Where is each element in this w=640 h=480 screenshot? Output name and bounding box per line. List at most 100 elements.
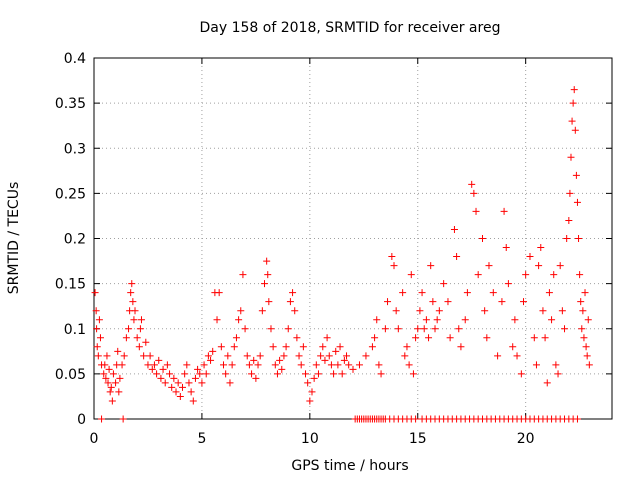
data-point: [299, 343, 307, 351]
data-point: [405, 361, 413, 369]
data-point: [338, 370, 346, 378]
data-point: [554, 370, 562, 378]
data-point: [250, 356, 258, 364]
data-point: [189, 397, 197, 405]
data-point: [345, 361, 353, 369]
data-point: [327, 361, 335, 369]
data-point: [494, 352, 502, 360]
data-point: [252, 374, 260, 382]
data-point: [198, 379, 206, 387]
data-point: [289, 289, 297, 297]
data-point: [133, 334, 141, 342]
y-tick-label: 0: [77, 412, 86, 428]
data-point: [168, 383, 176, 391]
data-point: [226, 379, 234, 387]
data-point: [114, 347, 122, 355]
data-point: [235, 316, 243, 324]
data-point: [334, 361, 342, 369]
data-point: [148, 365, 156, 373]
data-point: [563, 235, 571, 242]
x-tick-label: 20: [517, 431, 535, 447]
data-point: [362, 352, 370, 360]
data-point: [297, 361, 305, 369]
data-point: [377, 370, 385, 378]
data-point: [308, 388, 316, 396]
data-point: [500, 207, 508, 215]
data-point: [104, 379, 112, 387]
data-point: [388, 253, 396, 261]
data-point: [319, 343, 327, 351]
data-point: [321, 356, 329, 364]
data-point: [312, 361, 320, 369]
data-point: [571, 126, 579, 134]
data-point: [545, 289, 553, 297]
data-point: [403, 343, 411, 351]
data-point: [330, 370, 338, 378]
data-point: [302, 370, 310, 378]
data-point: [435, 307, 443, 315]
data-point: [100, 370, 108, 378]
data-point: [399, 289, 407, 297]
y-tick-label: 0.35: [55, 96, 86, 112]
data-point: [440, 280, 448, 288]
data-point: [558, 307, 566, 315]
data-point: [241, 325, 249, 333]
data-point: [444, 298, 452, 306]
data-point: [526, 253, 534, 261]
data-point: [373, 316, 381, 324]
zero-point: [412, 415, 420, 423]
data-point: [550, 271, 558, 279]
data-point: [409, 370, 417, 378]
data-point: [181, 370, 189, 378]
data-point: [479, 235, 486, 242]
data-point: [422, 316, 430, 324]
data-point: [401, 352, 409, 360]
data-point: [532, 361, 540, 369]
data-point: [472, 207, 480, 215]
data-point: [120, 352, 128, 360]
data-point: [429, 298, 437, 306]
data-point: [414, 325, 422, 333]
data-point: [209, 347, 217, 355]
data-point: [418, 289, 426, 297]
data-point: [106, 388, 114, 396]
data-point: [384, 298, 392, 306]
data-point: [224, 352, 232, 360]
data-point: [582, 343, 590, 351]
data-point: [155, 356, 163, 364]
data-point: [340, 356, 348, 364]
zero-point: [98, 415, 106, 423]
data-point: [433, 316, 441, 324]
data-point: [509, 343, 517, 351]
data-point: [267, 325, 275, 333]
data-point: [561, 325, 569, 333]
data-point: [332, 347, 340, 355]
data-point: [174, 379, 182, 387]
data-point: [222, 370, 230, 378]
data-point: [420, 325, 428, 333]
data-point: [271, 361, 279, 369]
data-point: [146, 352, 154, 360]
data-point: [280, 352, 288, 360]
data-point: [513, 352, 521, 360]
data-point: [570, 86, 578, 94]
data-point: [264, 271, 272, 279]
data-point: [284, 325, 292, 333]
data-point: [150, 361, 158, 369]
y-axis-label: SRMTID / TECUs: [6, 182, 22, 295]
data-point: [245, 361, 253, 369]
data-point: [269, 343, 277, 351]
y-tick-label: 0.2: [64, 232, 86, 248]
data-point: [425, 334, 433, 342]
data-point: [140, 352, 148, 360]
data-point: [95, 316, 103, 324]
data-point: [93, 343, 101, 351]
data-point: [144, 361, 152, 369]
data-point: [202, 370, 210, 378]
data-point: [112, 379, 120, 387]
y-tick-label: 0.3: [64, 141, 86, 157]
data-point: [243, 352, 251, 360]
data-point: [394, 325, 402, 333]
data-point: [392, 307, 400, 315]
data-point: [502, 244, 510, 252]
